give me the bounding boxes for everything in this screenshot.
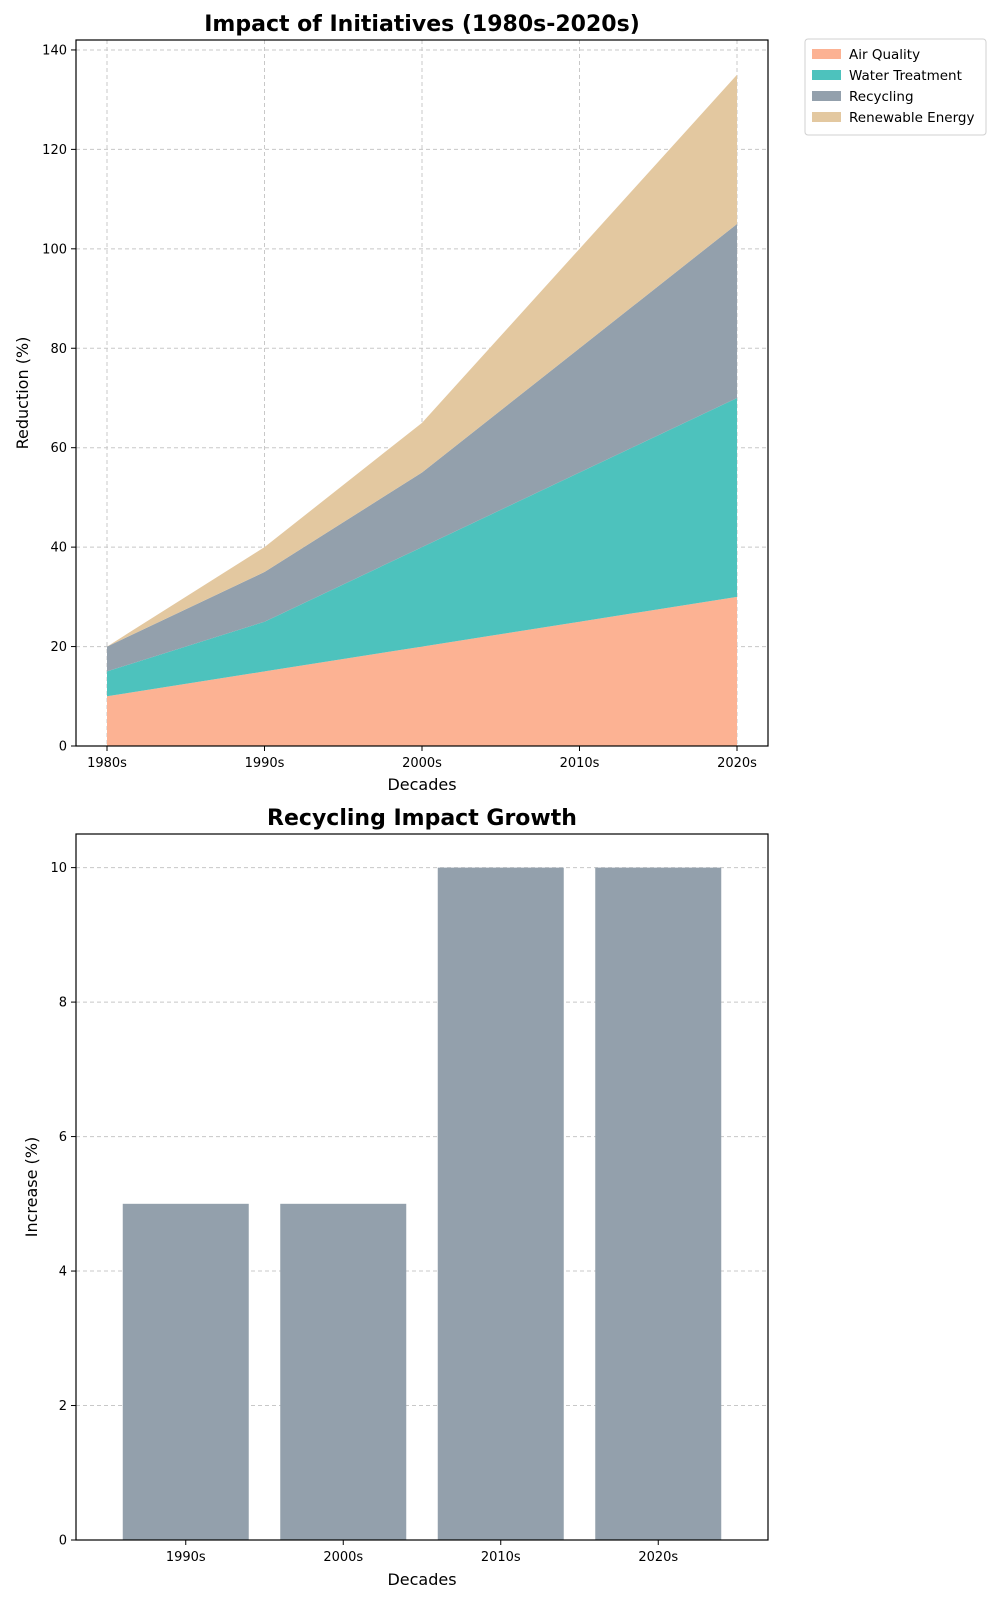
x-axis-label: Decades bbox=[387, 1570, 456, 1589]
y-tick-label: 0 bbox=[59, 1534, 67, 1549]
y-axis-label: Reduction (%) bbox=[13, 337, 32, 450]
x-axis-label: Decades bbox=[387, 775, 456, 794]
y-tick-label: 8 bbox=[59, 996, 67, 1011]
area-recycling bbox=[107, 223, 737, 672]
legend-box bbox=[804, 38, 987, 136]
x-tick-label: 1990s bbox=[245, 756, 285, 771]
legend-label: Renewable Energy bbox=[849, 110, 974, 126]
area-series bbox=[107, 74, 737, 746]
legend-swatch bbox=[812, 112, 841, 122]
stacked-area-chart: Impact of Initiatives (1980s-2020s) 0 20 4… bbox=[13, 12, 987, 794]
x-tick-label: 2000s bbox=[323, 1550, 363, 1565]
y-tick-label: 2 bbox=[59, 1399, 67, 1414]
x-tick-label: 2000s bbox=[402, 756, 442, 771]
bar-2010s bbox=[437, 867, 564, 1540]
y-tick-label: 0 bbox=[59, 740, 67, 755]
bar-1990s bbox=[122, 1203, 249, 1540]
y-tick-label: 4 bbox=[59, 1265, 67, 1280]
x-tick-label: 1990s bbox=[166, 1550, 206, 1565]
y-tick-label: 80 bbox=[50, 342, 67, 357]
area-air-quality bbox=[107, 596, 737, 746]
chart-title: Impact of Initiatives (1980s-2020s) bbox=[204, 12, 640, 37]
bar-2000s bbox=[280, 1203, 407, 1540]
x-axis: 1980s 1990s 2000s 2010s 2020s bbox=[87, 746, 757, 771]
y-axis: 0 20 40 60 80 100 120 140 bbox=[42, 43, 76, 755]
y-tick-label: 100 bbox=[42, 242, 67, 257]
y-tick-label: 140 bbox=[42, 43, 67, 58]
x-tick-label: 1980s bbox=[87, 756, 127, 771]
x-axis: 1990s 2000s 2010s 2020s bbox=[166, 1540, 678, 1565]
legend: Air Quality Water Treatment Recycling Renew… bbox=[804, 38, 987, 136]
y-tick-label: 40 bbox=[50, 541, 67, 556]
y-axis: 0 2 4 6 8 10 bbox=[50, 861, 76, 1549]
bars bbox=[122, 867, 722, 1540]
legend-swatch bbox=[812, 91, 841, 101]
chart-title: Recycling Impact Growth bbox=[267, 806, 577, 831]
legend-label: Water Treatment bbox=[849, 68, 962, 84]
bar-2020s bbox=[595, 867, 722, 1540]
y-tick-label: 60 bbox=[50, 441, 67, 456]
y-tick-label: 10 bbox=[50, 861, 67, 876]
legend-label: Recycling bbox=[849, 89, 914, 105]
y-tick-label: 6 bbox=[59, 1130, 67, 1145]
legend-swatch bbox=[812, 70, 841, 80]
plot-frame bbox=[75, 833, 769, 1541]
x-tick-label: 2020s bbox=[717, 756, 757, 771]
x-tick-label: 2010s bbox=[560, 756, 600, 771]
x-tick-label: 2010s bbox=[481, 1550, 521, 1565]
y-axis-label: Increase (%) bbox=[22, 1137, 41, 1237]
legend-swatch bbox=[812, 49, 841, 59]
legend-label: Air Quality bbox=[849, 47, 920, 63]
bar-chart: Recycling Impact Growth 0 2 4 6 8 10 1990s 200… bbox=[22, 806, 769, 1589]
y-tick-label: 120 bbox=[42, 143, 67, 158]
x-tick-label: 2020s bbox=[638, 1550, 678, 1565]
y-tick-label: 20 bbox=[50, 640, 67, 655]
